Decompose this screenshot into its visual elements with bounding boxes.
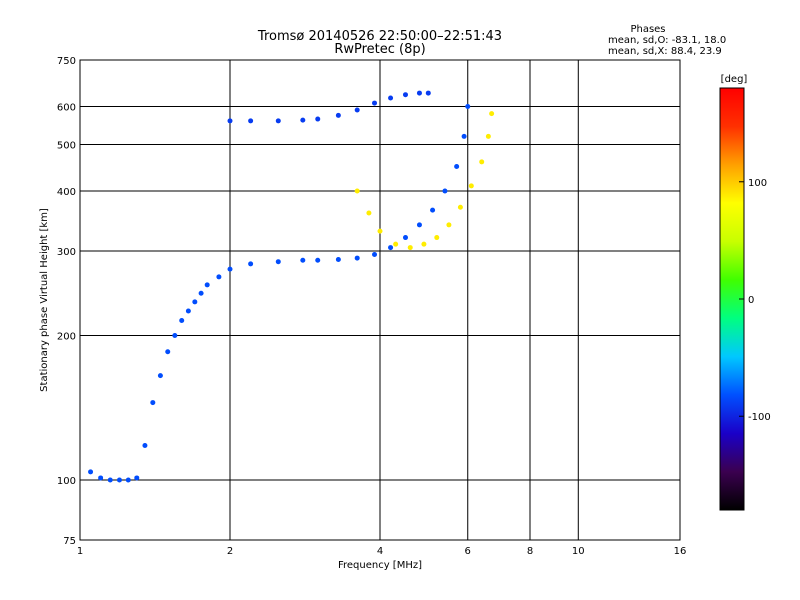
data-point: [442, 188, 448, 194]
data-point: [275, 259, 281, 265]
data-point: [393, 241, 399, 247]
y-axis-label: Stationary phase Virtual Height [km]: [39, 208, 50, 392]
y-tick-label: 750: [57, 56, 76, 67]
data-point: [150, 400, 156, 406]
data-point: [430, 207, 436, 213]
data-point: [165, 349, 171, 355]
data-point: [388, 95, 394, 101]
data-point: [416, 222, 422, 228]
data-point: [172, 333, 178, 339]
data-point: [421, 241, 427, 247]
y-tick-label: 400: [57, 187, 76, 198]
data-point: [248, 261, 254, 267]
colorbar-tick-label: 100: [748, 178, 767, 189]
data-point: [142, 443, 148, 449]
data-point: [388, 245, 394, 251]
data-point: [300, 117, 306, 123]
data-point: [446, 222, 452, 228]
data-point: [489, 111, 495, 117]
y-axis-ticks: 75 100 200 300 400 500 600 750: [57, 56, 76, 547]
data-point: [372, 100, 378, 106]
y-tick-label: 500: [57, 141, 76, 152]
colorbar-tick-label: -100: [748, 412, 771, 423]
data-point: [248, 118, 254, 124]
data-point: [402, 235, 408, 241]
data-point: [425, 90, 431, 96]
data-point: [179, 317, 185, 323]
data-point: [434, 235, 440, 241]
data-point: [157, 373, 163, 379]
data-point: [300, 257, 306, 263]
data-point: [107, 477, 113, 483]
data-point: [457, 204, 463, 210]
chart-title: Tromsø 20140526 22:50:00–22:51:43: [257, 29, 502, 44]
x-tick-label: 10: [572, 546, 585, 557]
data-point: [98, 475, 104, 481]
y-tick-label: 300: [57, 247, 76, 258]
chart-subtitle: RwPretec (8p): [334, 42, 425, 57]
data-point: [354, 107, 360, 113]
data-point: [125, 477, 131, 483]
data-point: [479, 159, 485, 165]
data-point: [275, 118, 281, 124]
x-tick-label: 6: [465, 546, 471, 557]
y-tick-label: 200: [57, 332, 76, 343]
data-point: [354, 255, 360, 261]
x-tick-label: 8: [527, 546, 533, 557]
phase-info-x: mean, sd,X: 88.4, 23.9: [608, 46, 722, 57]
data-point: [366, 210, 372, 216]
data-point: [461, 133, 467, 139]
data-point: [116, 477, 122, 483]
y-tick-label: 600: [57, 103, 76, 114]
data-point: [88, 469, 94, 475]
x-tick-label: 2: [227, 546, 233, 557]
x-axis-label: Frequency [MHz]: [338, 560, 422, 571]
data-point: [468, 183, 474, 189]
data-point: [204, 282, 210, 288]
colorbar-ticks: 100 0 -100: [739, 178, 771, 423]
data-point: [185, 308, 191, 314]
grid-lines: [80, 60, 680, 540]
x-axis-ticks: 1 2 4 6 8 10 16: [77, 546, 687, 557]
data-point: [192, 299, 198, 305]
data-point: [402, 92, 408, 98]
data-point: [227, 118, 233, 124]
colorbar-label: [deg]: [721, 74, 748, 85]
data-point: [315, 116, 321, 122]
data-point: [354, 188, 360, 194]
data-point: [465, 104, 471, 110]
x-tick-label: 1: [77, 546, 83, 557]
x-tick-label: 16: [674, 546, 687, 557]
data-point: [315, 257, 321, 263]
data-point: [377, 228, 383, 234]
data-point: [335, 112, 341, 118]
data-point: [454, 163, 460, 169]
data-point: [372, 252, 378, 258]
data-point: [416, 90, 422, 96]
data-points: [88, 90, 495, 483]
data-point: [134, 475, 140, 481]
y-tick-label: 100: [57, 476, 76, 487]
data-point: [407, 245, 413, 251]
data-point: [335, 257, 341, 263]
plot-frame: [79, 59, 681, 541]
phase-info-o: mean, sd,O: -83.1, 18.0: [608, 35, 726, 46]
phase-info-heading: Phases: [630, 24, 665, 35]
colorbar-tick-label: 0: [748, 295, 754, 306]
data-point: [216, 274, 222, 280]
data-point: [198, 290, 204, 296]
x-tick-label: 4: [377, 546, 383, 557]
data-point: [227, 266, 233, 272]
y-tick-label: 75: [63, 536, 76, 547]
data-point: [485, 133, 491, 139]
